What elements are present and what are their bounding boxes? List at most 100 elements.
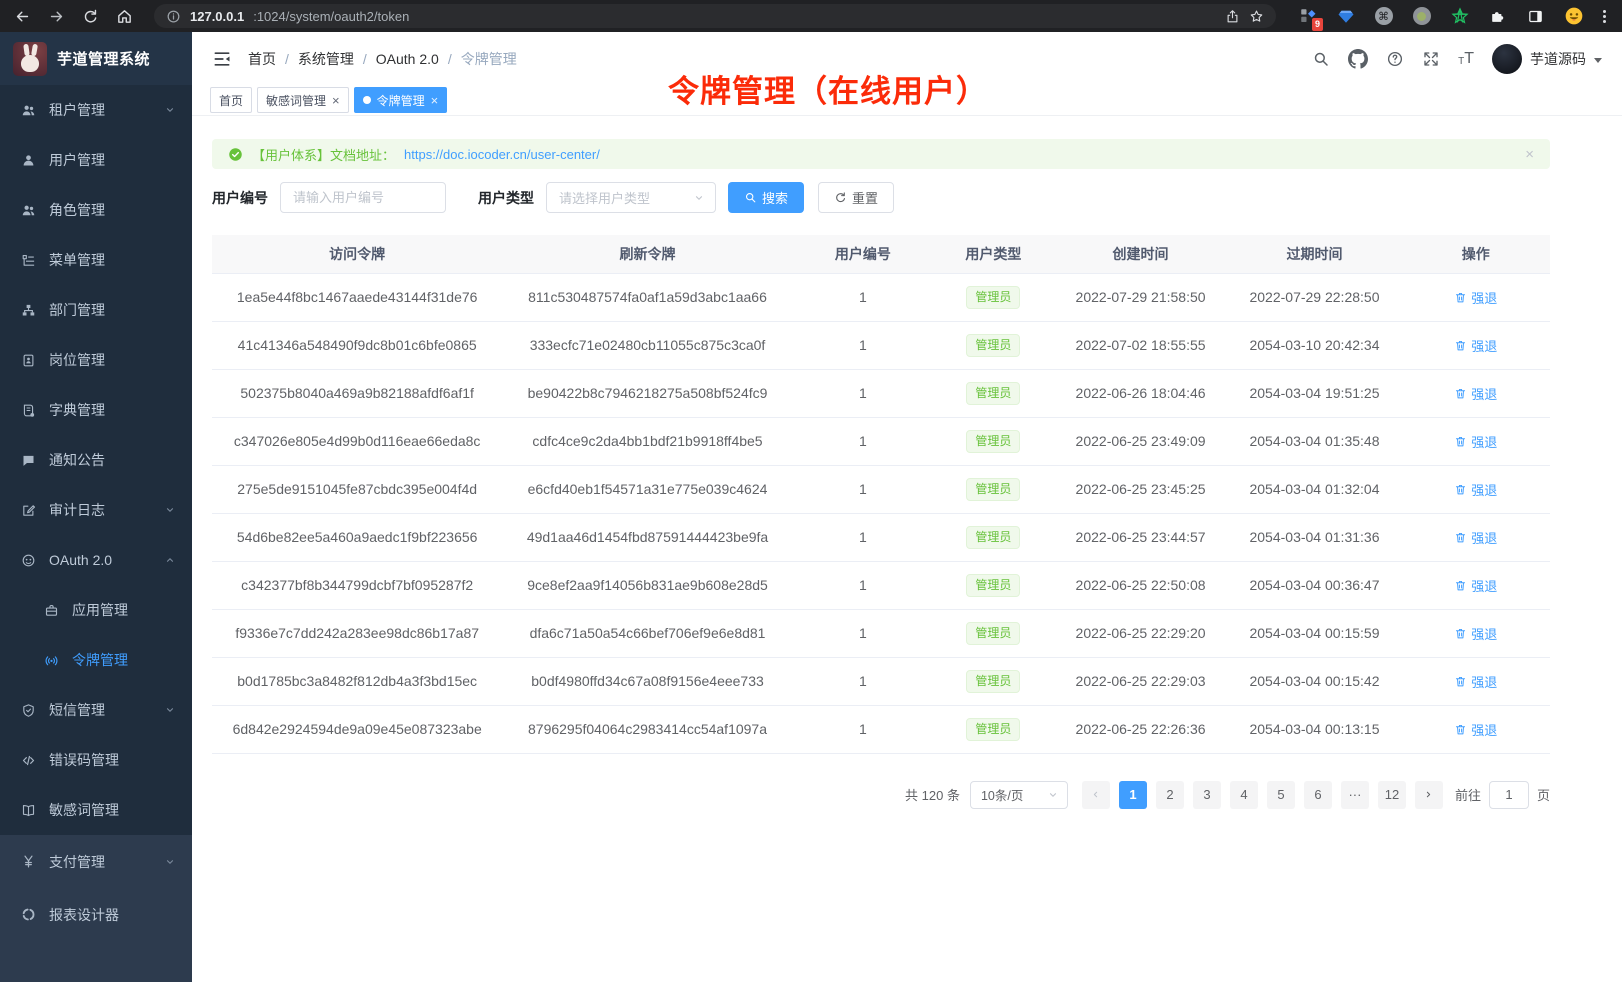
close-tab-icon[interactable]: × [430, 92, 439, 108]
search-button[interactable]: 搜索 [728, 182, 805, 213]
tab-首页[interactable]: 首页 [210, 87, 253, 113]
extension-star-icon[interactable] [1449, 6, 1470, 27]
force-logout-button[interactable]: 强退 [1454, 336, 1497, 355]
extensions-puzzle-icon[interactable] [1487, 6, 1508, 27]
breadcrumb-oauth2[interactable]: OAuth 2.0 [375, 50, 439, 67]
force-logout-button[interactable]: 强退 [1454, 672, 1497, 691]
sidebar-item-sms[interactable]: 短信管理 [0, 685, 192, 735]
user-id-value: 1 [859, 289, 867, 305]
sidebar-item-sensitive[interactable]: 敏感词管理 [0, 785, 192, 835]
sidebar-item-tenant[interactable]: 租户管理 [0, 85, 192, 135]
puzzle-icon [1489, 8, 1506, 25]
page-size-select[interactable]: 10条/页 [969, 780, 1068, 809]
goto-page-input[interactable] [1488, 780, 1529, 809]
close-icon[interactable]: × [1525, 145, 1534, 163]
user-id-label: 用户编号 [212, 189, 268, 206]
user-id-input[interactable] [280, 182, 446, 213]
sidebar-item-menu[interactable]: 菜单管理 [0, 235, 192, 285]
page-button[interactable]: 12 [1377, 780, 1406, 809]
collapse-menu-icon[interactable] [212, 49, 232, 69]
user-type-select[interactable]: 请选择用户类型 [546, 182, 716, 213]
sidebar-item-role[interactable]: 角色管理 [0, 185, 192, 235]
broadcast-icon [44, 653, 59, 668]
force-logout-button[interactable]: 强退 [1454, 624, 1497, 643]
force-logout-button[interactable]: 强退 [1454, 576, 1497, 595]
github-icon[interactable] [1348, 49, 1368, 69]
reset-button[interactable]: 重置 [818, 182, 895, 213]
sidebar-item-label: 部门管理 [49, 302, 105, 318]
grid-diamond-icon [1300, 9, 1315, 22]
doc-link[interactable]: https://doc.iocoder.cn/user-center/ [404, 146, 600, 162]
force-logout-button[interactable]: 强退 [1454, 432, 1497, 451]
table-row: c347026e805e4d99b0d116eae66eda8c cdfc4ce9… [212, 417, 1550, 466]
browser-refresh-icon[interactable] [82, 8, 99, 25]
sidebar-item-report[interactable]: 报表设计器 [0, 888, 192, 941]
bookmark-star-icon[interactable] [1249, 9, 1264, 24]
breadcrumb-home[interactable]: 首页 [248, 50, 276, 67]
page-button[interactable]: 2 [1155, 780, 1184, 809]
extension-grid-icon[interactable]: 9 [1297, 6, 1323, 31]
browser-back-icon[interactable] [14, 8, 31, 25]
pager-more-button[interactable]: ··· [1340, 780, 1369, 809]
browser-window-icon[interactable] [1525, 6, 1546, 27]
table-row: 1ea5e44f8bc1467aaede43144f31de76 811c5304… [212, 273, 1550, 322]
username: 芋道源码 [1530, 50, 1586, 67]
close-tab-icon[interactable]: × [332, 92, 340, 108]
browser-forward-icon[interactable] [48, 8, 65, 25]
page-button[interactable]: 5 [1266, 780, 1295, 809]
extension-record-icon[interactable] [1411, 6, 1432, 27]
role-icon [21, 203, 36, 218]
sidebar-item-user[interactable]: 用户管理 [0, 135, 192, 185]
breadcrumb-system[interactable]: 系统管理 [297, 50, 354, 67]
org-chart-icon [21, 303, 36, 318]
page-button[interactable]: 4 [1229, 780, 1258, 809]
browser-profile-avatar[interactable] [1563, 6, 1584, 27]
force-logout-button[interactable]: 强退 [1454, 720, 1497, 739]
table-row: f9336e7c7dd242a283ee98dc86b17a87 dfa6c71a… [212, 609, 1550, 658]
sidebar-item-label: 审计日志 [49, 502, 105, 518]
share-icon[interactable] [1225, 9, 1240, 24]
force-logout-button[interactable]: 强退 [1454, 384, 1497, 403]
sidebar-item-oauth2[interactable]: OAuth 2.0 [0, 535, 192, 585]
page-button[interactable]: 1 [1118, 780, 1147, 809]
table-row: 54d6be82ee5a460a9aedc1f9bf223656 49d1aa46… [212, 513, 1550, 562]
sidebar-item-oauth-token[interactable]: 令牌管理 [0, 635, 192, 685]
force-logout-button[interactable]: 强退 [1454, 288, 1497, 307]
search-icon[interactable] [1312, 50, 1330, 68]
browser-home-icon[interactable] [116, 8, 133, 25]
url-bar[interactable]: 127.0.0.1 :1024/system/oauth2/token [154, 4, 1276, 28]
create-time-value: 2022-06-25 22:50:08 [1075, 577, 1206, 593]
sidebar-item-notice[interactable]: 通知公告 [0, 435, 192, 485]
table-row: 6d842e2924594de9a09e45e087323abe 8796295f… [212, 705, 1550, 754]
sidebar-item-audit[interactable]: 审计日志 [0, 485, 192, 535]
browser-menu-icon[interactable] [1601, 9, 1608, 23]
user-profile-dropdown[interactable]: 芋道源码 [1492, 43, 1602, 74]
tab-令牌管理[interactable]: 令牌管理 × [353, 87, 448, 113]
force-logout-button[interactable]: 强退 [1454, 528, 1497, 547]
help-icon[interactable] [1386, 50, 1404, 68]
sidebar-item-dept[interactable]: 部门管理 [0, 285, 192, 335]
sidebar-item-dict[interactable]: 字典管理 [0, 385, 192, 435]
next-page-button[interactable] [1414, 780, 1443, 809]
force-logout-button[interactable]: 强退 [1454, 480, 1497, 499]
sidebar-item-errcode[interactable]: 错误码管理 [0, 735, 192, 785]
prev-page-button[interactable] [1081, 780, 1110, 809]
extension-command-icon[interactable]: ⌘ [1373, 6, 1394, 27]
sidebar-item-pay[interactable]: 支付管理 [0, 835, 192, 888]
extension-gem-icon[interactable] [1335, 6, 1356, 27]
page-button[interactable]: 3 [1192, 780, 1221, 809]
site-info-icon[interactable] [166, 9, 181, 24]
sidebar-item-oauth-app[interactable]: 应用管理 [0, 585, 192, 635]
create-time-value: 2022-06-25 22:29:20 [1075, 625, 1206, 641]
tab-敏感词管理[interactable]: 敏感词管理 × [257, 87, 349, 113]
page-button[interactable]: 6 [1303, 780, 1332, 809]
user-id-value: 1 [859, 673, 867, 689]
ring-chart-icon [21, 907, 36, 922]
access-token-value: 54d6be82ee5a460a9aedc1f9bf223656 [236, 529, 478, 545]
fullscreen-icon[interactable] [1422, 50, 1440, 68]
sidebar-item-post[interactable]: 岗位管理 [0, 335, 192, 385]
app-title: 芋道管理系统 [57, 51, 151, 68]
sidebar: 芋道管理系统 租户管理 用户管理 角色管理 菜单管理部门管理岗位管理 字典管理 通知公告审… [0, 32, 192, 982]
